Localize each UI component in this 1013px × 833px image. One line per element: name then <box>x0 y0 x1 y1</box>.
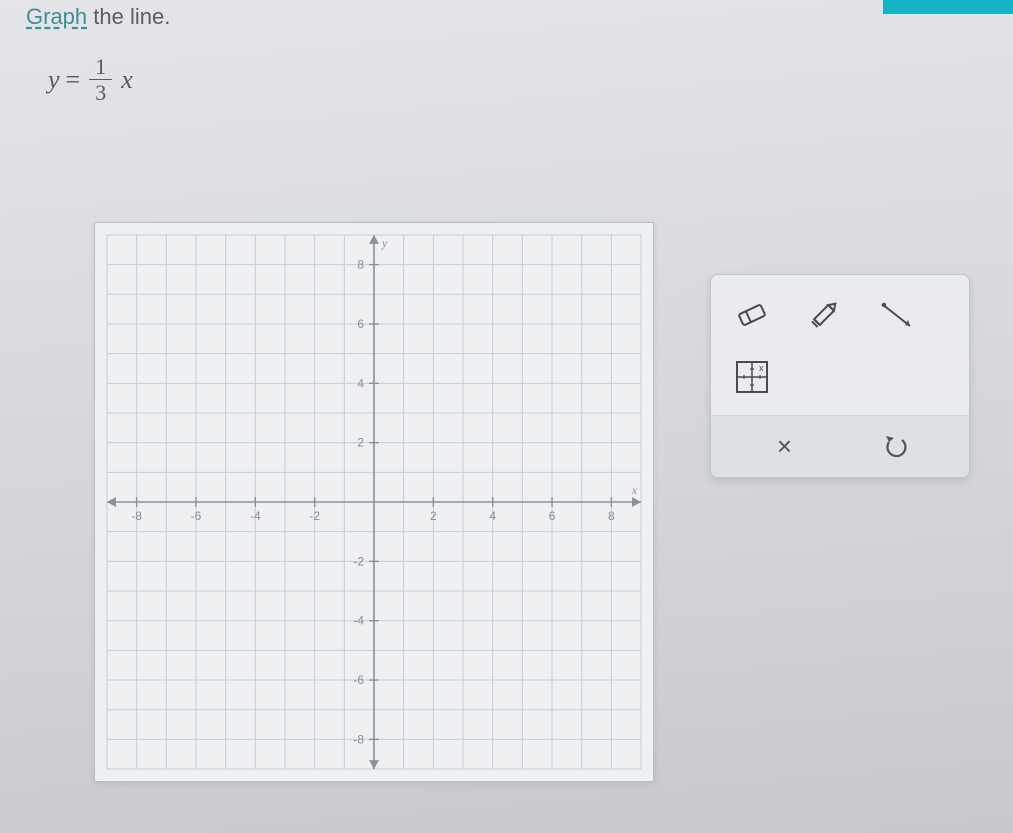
equation: y = 1 3 x <box>48 56 1013 104</box>
svg-text:-4: -4 <box>353 614 364 628</box>
line-tool-button[interactable] <box>873 295 919 335</box>
equation-denominator: 3 <box>89 79 112 104</box>
svg-text:x: x <box>631 483 638 497</box>
equation-rhs-var: x <box>121 65 133 95</box>
svg-text:-2: -2 <box>309 509 320 523</box>
pencil-icon <box>804 298 844 332</box>
undo-button[interactable] <box>871 427 921 467</box>
close-button[interactable]: × <box>760 427 810 467</box>
svg-text:8: 8 <box>608 509 615 523</box>
top-banner <box>883 0 1013 14</box>
equation-numerator: 1 <box>89 56 112 79</box>
svg-text:-8: -8 <box>353 732 364 746</box>
svg-text:-8: -8 <box>131 509 142 523</box>
svg-text:-4: -4 <box>250 509 261 523</box>
line-icon <box>876 298 916 332</box>
graph-link[interactable]: Graph <box>26 4 87 29</box>
graph-svg: -8 -6 -4 -2 2 4 6 8 8 6 4 2 -2 -4 -6 -8 x y <box>95 223 653 781</box>
svg-text:4: 4 <box>357 376 364 390</box>
point-grid-tool-button[interactable]: x <box>729 357 775 397</box>
close-icon: × <box>777 431 792 462</box>
toolbox: x × <box>710 274 970 478</box>
instruction-text: Graph the line. <box>26 0 1013 30</box>
svg-text:4: 4 <box>489 509 496 523</box>
svg-text:y: y <box>381 236 388 250</box>
instruction-rest: the line. <box>87 4 170 29</box>
tool-row-1 <box>723 287 957 349</box>
eraser-tool-button[interactable] <box>729 295 775 335</box>
svg-text:-6: -6 <box>191 509 202 523</box>
undo-icon <box>882 433 910 461</box>
pencil-tool-button[interactable] <box>801 295 847 335</box>
svg-text:-6: -6 <box>353 673 364 687</box>
toolbox-footer: × <box>711 415 969 477</box>
svg-text:2: 2 <box>430 509 437 523</box>
equation-lhs: y <box>48 65 60 95</box>
svg-text:2: 2 <box>357 436 364 450</box>
point-grid-icon: x <box>734 359 770 395</box>
svg-text:6: 6 <box>357 317 364 331</box>
tool-row-2: x <box>723 349 957 411</box>
equation-fraction: 1 3 <box>89 56 112 104</box>
svg-text:8: 8 <box>357 258 364 272</box>
svg-text:x: x <box>759 363 764 373</box>
equation-equals: = <box>66 65 81 95</box>
svg-text:6: 6 <box>549 509 556 523</box>
eraser-icon <box>732 299 772 331</box>
graph-canvas[interactable]: -8 -6 -4 -2 2 4 6 8 8 6 4 2 -2 -4 -6 -8 x y <box>94 222 654 782</box>
svg-text:-2: -2 <box>353 554 364 568</box>
